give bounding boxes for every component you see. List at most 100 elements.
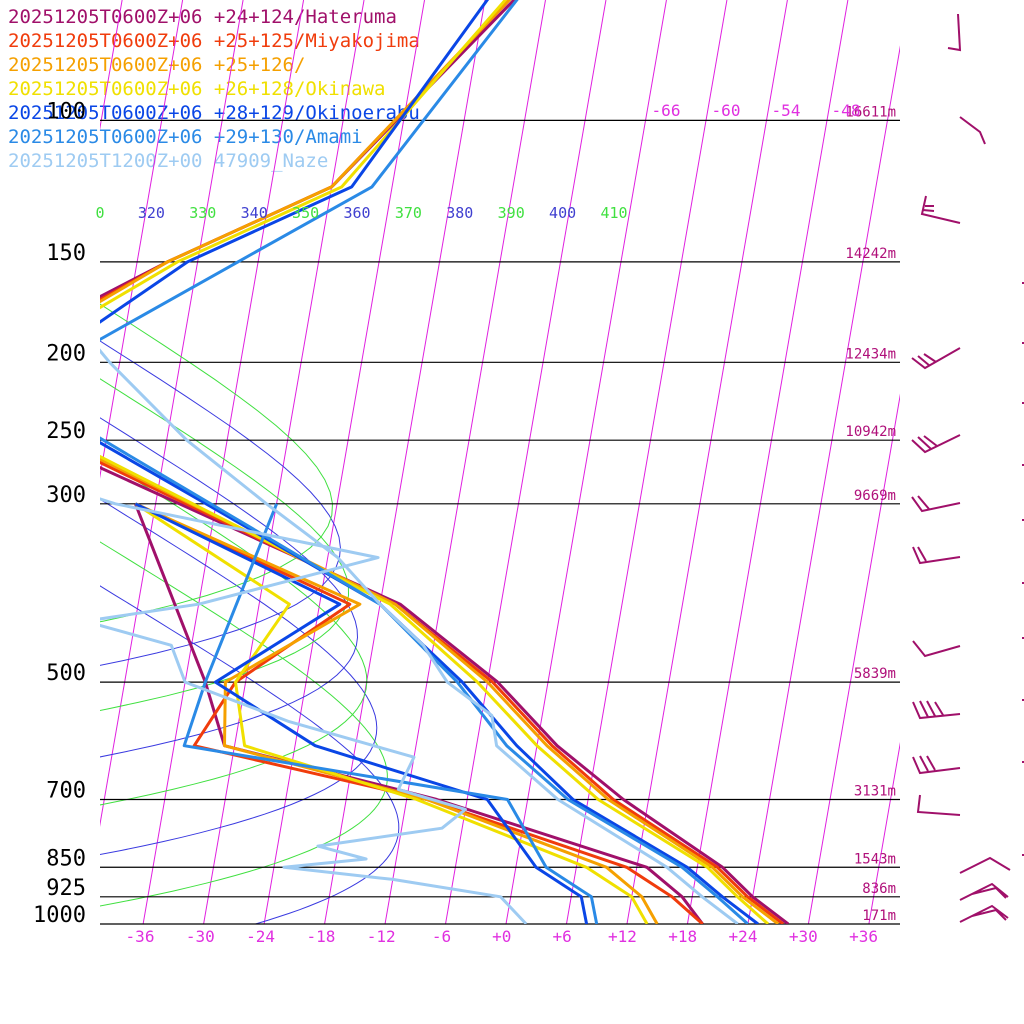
wind-barbs [911, 13, 1024, 923]
wind-barb-icon [947, 13, 962, 52]
profile-temp-line-1 [100, 0, 785, 924]
temperature-tick: -24 [246, 927, 275, 946]
pressure-label: 925 [46, 876, 86, 901]
temperature-tick: +24 [729, 927, 758, 946]
theta-e-curve [100, 457, 368, 806]
pressure-label: 200 [46, 341, 86, 366]
height-label: 12434m [845, 346, 896, 362]
isotherm-line [747, 45, 900, 924]
wind-barb-icon [959, 116, 986, 145]
wind-barb-icon [912, 755, 961, 775]
height-label: 14242m [845, 246, 896, 262]
isotherm-line [990, 0, 1024, 924]
wind-barb-icon [1022, 282, 1024, 856]
wind-barb-icon [916, 794, 961, 816]
wind-barb-icon [911, 347, 961, 370]
wind-barb-icon [959, 882, 1009, 901]
pressure-label: 250 [46, 419, 86, 444]
theta-e-label: 320 [138, 204, 165, 222]
isotherm-line [868, 741, 900, 924]
legend-item-okinawa: 20251205T0600Z+06 +26+128/Okinawa [8, 78, 386, 100]
theta-e-label: 350 [292, 204, 319, 222]
pressure-label: 300 [46, 483, 86, 508]
temperature-tick: -36 [126, 927, 155, 946]
wind-barb-icon [912, 640, 961, 658]
temperature-tick: -6 [432, 927, 451, 946]
wind-barb-icon [959, 904, 1009, 923]
temperature-tick: +0 [492, 927, 511, 946]
height-label: 5839m [854, 666, 896, 682]
isotherm-line [807, 393, 900, 924]
profile-dew-line-0 [134, 503, 704, 924]
temperature-tick: +18 [668, 927, 697, 946]
theta-e-label: 390 [498, 204, 525, 222]
theta-e-curve [100, 498, 378, 856]
profile-temp-line-6 [100, 348, 739, 924]
isotherm-line [929, 0, 1024, 924]
height-label: 3131m [854, 784, 896, 800]
wind-barb-icon [912, 700, 961, 720]
legend-item-miyakojima: 20251205T0600Z+06 +25+125/Miyakojima [8, 30, 420, 52]
height-label: 10942m [845, 424, 896, 440]
top-temperature-label: -48 [832, 101, 861, 120]
temperature-tick: +36 [849, 927, 878, 946]
isotherm-line [100, 0, 244, 827]
isotherm-line [565, 0, 728, 924]
profiles-layer [100, 0, 790, 924]
theta-e-label: 380 [446, 204, 473, 222]
wind-barb-icon [911, 495, 961, 513]
isotherm-line [445, 0, 607, 924]
theta-e-label: 340 [241, 204, 268, 222]
isotherm-line [686, 0, 849, 924]
temperature-tick: +12 [608, 927, 637, 946]
wind-barb-icon [959, 856, 1011, 874]
theta-e-curve [100, 303, 334, 623]
theta-e-label: 360 [343, 204, 370, 222]
top-temperature-label: -60 [712, 101, 741, 120]
height-label: 1543m [854, 851, 896, 867]
pressure-label: 150 [46, 241, 86, 266]
temperature-tick: +30 [789, 927, 818, 946]
legend-item-amami: 20251205T0600Z+06 +29+130/Amami [8, 126, 363, 148]
isotherm-line [324, 0, 486, 924]
isotherm-line [626, 0, 788, 924]
theta-e-label: 410 [600, 204, 627, 222]
profile-temp-line-0 [100, 0, 790, 924]
profile-dew-line-6 [100, 497, 528, 924]
theta-e-curve [100, 417, 359, 758]
legend-item-okinoerabu: 20251205T0600Z+06 +28+129/Okinoerabu [8, 102, 420, 124]
wind-barb-icon [912, 546, 961, 565]
isotherm-line [203, 0, 365, 924]
theta-e-label: 0 [95, 204, 104, 222]
height-label: 9669m [854, 488, 896, 504]
pressure-label: 1000 [33, 903, 86, 928]
pressure-label: 500 [46, 661, 86, 686]
height-label: 16611m [845, 104, 896, 120]
profile-dew-line-1 [134, 502, 704, 924]
wind-barb-icon [920, 195, 961, 224]
isotherm-line [0, 0, 1, 924]
pressure-label: 850 [46, 846, 86, 871]
theta-e-curve [100, 340, 341, 666]
top-temperature-label: -54 [772, 101, 801, 120]
wind-barb-icon [911, 434, 961, 454]
grid-layer [0, 0, 1024, 924]
profile-temp-line-4 [100, 0, 759, 924]
temperature-tick: +6 [552, 927, 571, 946]
profile-dew-line-4 [134, 502, 589, 924]
theta-e-curve [100, 541, 388, 907]
pressure-label: 100 [46, 99, 86, 124]
profile-dew-line-5 [182, 503, 599, 924]
profile-temp-line-5 [100, 0, 749, 924]
temperature-tick: -12 [367, 927, 396, 946]
isotherm-line [142, 0, 305, 924]
theta-e-label: 400 [549, 204, 576, 222]
isotherm-line [384, 0, 546, 924]
theta-e-curve [100, 378, 350, 711]
height-label: 171m [862, 908, 896, 924]
top-temperature-label: -66 [652, 101, 681, 120]
pressure-label: 700 [46, 779, 86, 804]
profile-dew-line-3 [134, 502, 649, 924]
